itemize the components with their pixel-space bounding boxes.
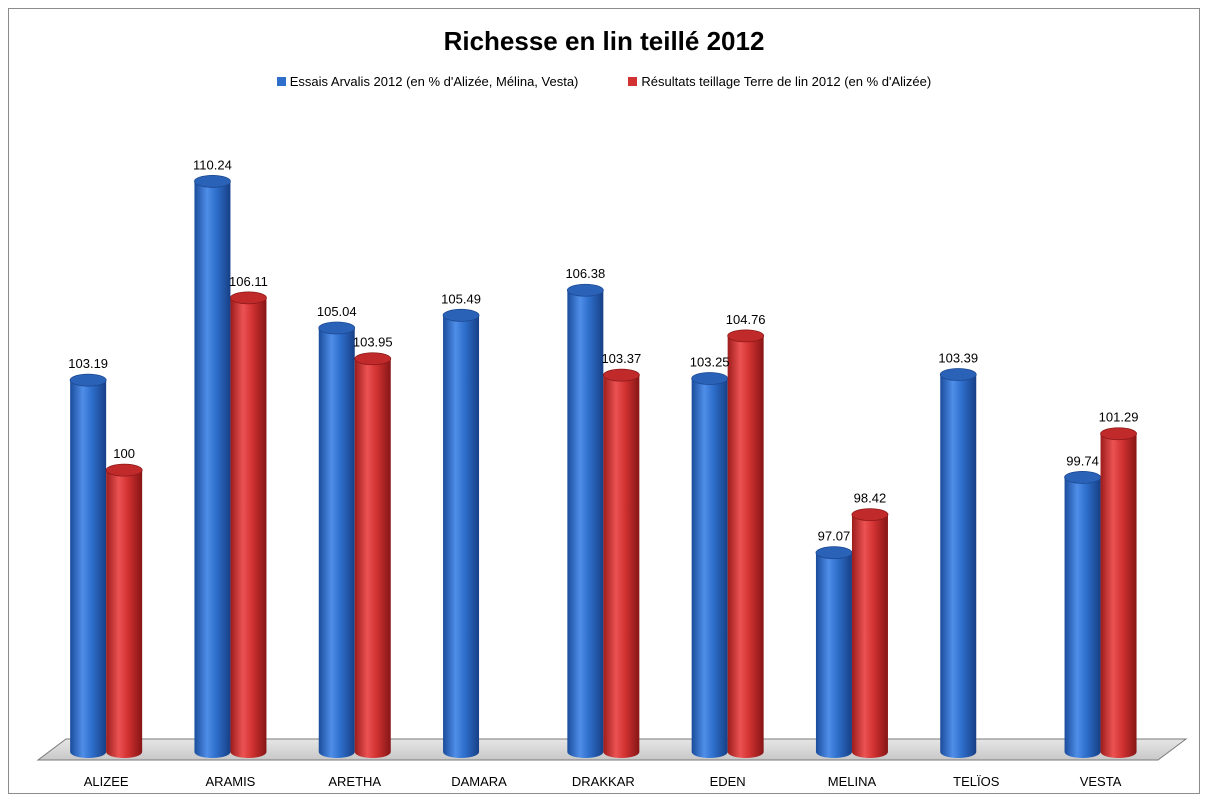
legend-swatch-blue (276, 77, 286, 86)
data-label: 103.39 (938, 351, 978, 366)
bar-essais-arvalis-aretha (318, 321, 356, 758)
bar-resultats-teillage-drakkar (602, 368, 640, 758)
bar-essais-arvalis-vesta (1064, 471, 1101, 758)
chart-legend: Essais Arvalis 2012 (en % d'Alizée, Méli… (0, 74, 1208, 89)
bar-essais-arvalis-alizee (69, 373, 107, 758)
category-label: ARETHA (328, 774, 381, 789)
category-label: VESTA (1080, 774, 1122, 789)
category-label: ALIZEE (84, 774, 129, 789)
category-label: DAMARA (451, 774, 507, 789)
bar-resultats-teillage-alizee (105, 463, 143, 758)
data-label: 101.29 (1099, 410, 1139, 425)
data-label: 105.04 (317, 304, 357, 319)
bar-resultats-teillage-eden (727, 329, 765, 758)
legend-item-series-2: Résultats teillage Terre de lin 2012 (en… (628, 74, 931, 89)
bar-essais-arvalis-telïos (939, 368, 977, 758)
data-label: 103.19 (68, 356, 108, 371)
bar-essais-arvalis-damara (442, 308, 480, 758)
legend-item-series-1: Essais Arvalis 2012 (en % d'Alizée, Méli… (276, 74, 579, 89)
data-label: 98.42 (854, 491, 887, 506)
category-label: ARAMIS (206, 774, 256, 789)
legend-label-series-1: Essais Arvalis 2012 (en % d'Alizée, Méli… (289, 74, 579, 89)
legend-label-series-2: Résultats teillage Terre de lin 2012 (en… (641, 74, 932, 89)
bar-resultats-teillage-vesta (1100, 427, 1137, 758)
data-label: 100 (113, 446, 135, 461)
data-label: 104.76 (726, 312, 766, 327)
data-label: 106.38 (565, 266, 605, 281)
category-label: EDEN (710, 774, 746, 789)
bar-resultats-teillage-aramis (230, 291, 267, 758)
category-label: TELÏOS (953, 774, 1000, 789)
data-label: 106.11 (229, 274, 268, 289)
legend-swatch-red (628, 77, 638, 86)
data-label: 103.25 (690, 354, 730, 369)
data-label: 97.07 (818, 529, 851, 544)
data-label: 103.37 (601, 351, 641, 366)
data-label: 99.74 (1066, 453, 1099, 468)
data-label: 103.95 (353, 335, 393, 350)
bar-essais-arvalis-eden (691, 372, 729, 758)
bar-resultats-teillage-aretha (354, 352, 392, 758)
bar-resultats-teillage-melina (851, 508, 889, 758)
bar-essais-arvalis-melina (815, 546, 853, 758)
category-label: DRAKKAR (572, 774, 635, 789)
chart-title: Richesse en lin teillé 2012 (443, 26, 765, 56)
bar-essais-arvalis-drakkar (566, 283, 604, 758)
category-label: MELINA (828, 774, 877, 789)
data-label: 110.24 (193, 157, 232, 172)
data-label: 105.49 (441, 291, 481, 306)
bar-essais-arvalis-aramis (194, 175, 231, 759)
